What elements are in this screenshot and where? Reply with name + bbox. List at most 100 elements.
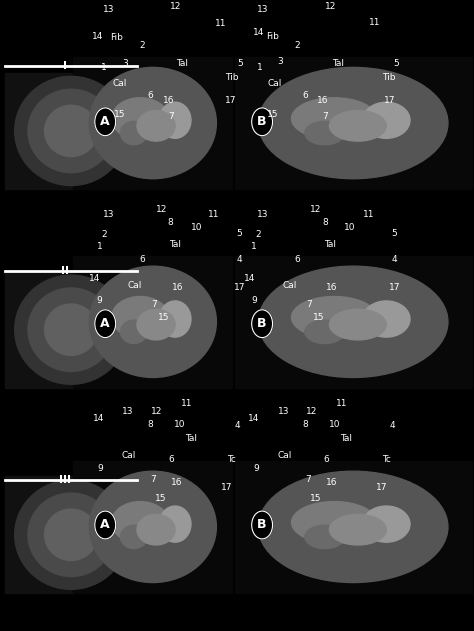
Text: 16: 16	[317, 97, 328, 105]
Text: 6: 6	[294, 256, 300, 264]
Text: 5: 5	[392, 229, 397, 238]
Text: 7: 7	[168, 112, 173, 121]
Ellipse shape	[15, 480, 128, 589]
Text: 10: 10	[191, 223, 202, 232]
Bar	[235, 461, 472, 593]
Text: 8: 8	[168, 218, 173, 227]
Text: 11: 11	[369, 18, 380, 27]
Ellipse shape	[28, 288, 114, 372]
Ellipse shape	[111, 98, 169, 139]
Text: 9: 9	[253, 464, 259, 473]
Text: III: III	[59, 475, 72, 485]
Text: 17: 17	[376, 483, 387, 492]
Text: 15: 15	[310, 494, 322, 503]
Text: Tc: Tc	[227, 455, 236, 464]
Text: 3: 3	[123, 59, 128, 68]
Text: A: A	[100, 317, 110, 330]
Ellipse shape	[120, 121, 147, 144]
Text: 17: 17	[234, 283, 245, 292]
Text: Cal: Cal	[113, 79, 127, 88]
Text: 1: 1	[251, 242, 256, 251]
Text: 12: 12	[170, 2, 181, 11]
Text: 12: 12	[306, 407, 317, 416]
Text: 1: 1	[257, 63, 263, 72]
Text: 4: 4	[389, 422, 395, 430]
Text: 8: 8	[322, 218, 328, 227]
Bar	[235, 57, 472, 189]
Ellipse shape	[137, 110, 175, 141]
Text: 6: 6	[139, 256, 145, 264]
Text: 15: 15	[155, 494, 167, 503]
Text: 13: 13	[103, 5, 115, 14]
Text: 16: 16	[326, 478, 337, 487]
Circle shape	[95, 511, 116, 539]
Text: 13: 13	[257, 210, 269, 219]
Text: 6: 6	[148, 91, 154, 100]
Bar	[5, 476, 137, 593]
Ellipse shape	[329, 514, 386, 545]
Ellipse shape	[258, 471, 448, 582]
Text: 14: 14	[244, 274, 255, 283]
Text: 12: 12	[155, 205, 167, 214]
Ellipse shape	[28, 89, 114, 173]
Text: 7: 7	[305, 475, 311, 484]
Text: 2: 2	[294, 41, 300, 50]
Text: 15: 15	[313, 313, 324, 322]
Text: 4: 4	[392, 256, 397, 264]
Text: B: B	[257, 115, 267, 128]
Text: 6: 6	[303, 91, 309, 100]
Text: 15: 15	[158, 313, 169, 322]
Text: Cal: Cal	[122, 451, 136, 460]
Ellipse shape	[305, 121, 345, 144]
Text: 9: 9	[251, 297, 257, 305]
Text: 1: 1	[100, 63, 106, 72]
Text: 13: 13	[103, 210, 115, 219]
Text: 6: 6	[169, 455, 174, 464]
Ellipse shape	[137, 514, 175, 545]
Text: Cal: Cal	[277, 451, 292, 460]
Text: 17: 17	[225, 97, 237, 105]
Text: Tal: Tal	[169, 240, 182, 249]
Text: 5: 5	[237, 59, 243, 68]
Ellipse shape	[45, 105, 98, 156]
Ellipse shape	[329, 309, 386, 340]
Text: 7: 7	[151, 300, 157, 309]
Text: 5: 5	[393, 59, 399, 68]
Ellipse shape	[258, 68, 448, 179]
Text: 7: 7	[322, 112, 328, 121]
Ellipse shape	[28, 493, 114, 577]
Text: 10: 10	[174, 420, 186, 428]
Text: 14: 14	[93, 414, 104, 423]
Text: Tc: Tc	[382, 455, 391, 464]
Text: 15: 15	[267, 110, 278, 119]
Text: I: I	[64, 61, 67, 71]
Ellipse shape	[305, 320, 345, 343]
Text: Fib: Fib	[266, 32, 279, 41]
Bar	[5, 73, 137, 189]
Text: 9: 9	[98, 464, 103, 473]
Ellipse shape	[292, 297, 377, 338]
Text: 12: 12	[151, 407, 162, 416]
Ellipse shape	[111, 502, 169, 543]
Ellipse shape	[120, 525, 147, 548]
Text: A: A	[100, 115, 110, 128]
Text: 8: 8	[148, 420, 154, 428]
Text: B: B	[257, 317, 267, 330]
Bar	[73, 57, 232, 189]
Ellipse shape	[45, 509, 98, 560]
Ellipse shape	[111, 297, 169, 338]
Text: 9: 9	[97, 297, 102, 305]
Ellipse shape	[159, 506, 191, 542]
Ellipse shape	[89, 68, 216, 179]
Circle shape	[95, 310, 116, 338]
Ellipse shape	[159, 102, 191, 138]
Text: 16: 16	[163, 97, 174, 105]
Text: Cal: Cal	[268, 79, 282, 88]
Ellipse shape	[305, 525, 345, 548]
Text: 14: 14	[248, 414, 259, 423]
Ellipse shape	[15, 76, 128, 186]
Text: Cal: Cal	[283, 281, 297, 290]
Text: Tal: Tal	[324, 240, 337, 249]
Text: Tib: Tib	[226, 73, 239, 82]
Ellipse shape	[159, 301, 191, 337]
